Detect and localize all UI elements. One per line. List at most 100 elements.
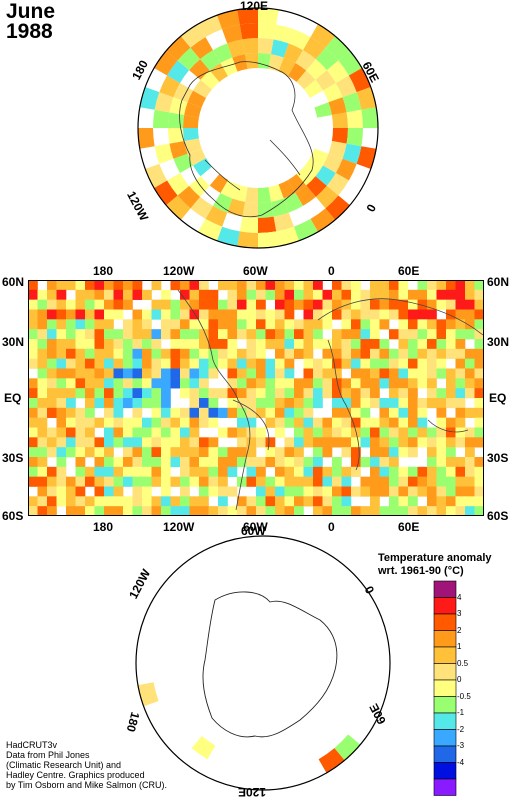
world-map-border	[28, 280, 484, 516]
anomaly-cell	[232, 54, 248, 72]
anomaly-cell	[151, 417, 162, 428]
anomaly-cell	[332, 476, 342, 487]
anomaly-cell	[37, 348, 48, 359]
anomaly-cell	[389, 457, 399, 468]
credit-line-4: by Tim Osborn and Mike Salmon (CRU).	[6, 780, 168, 790]
anomaly-cell	[265, 486, 276, 497]
anomaly-cell	[303, 407, 314, 418]
anomaly-cell	[341, 348, 352, 359]
anomaly-cell	[408, 398, 418, 409]
anomaly-cell	[284, 329, 295, 340]
anomaly-cell	[258, 231, 279, 248]
anomaly-cell	[315, 165, 336, 186]
anomaly-cell	[284, 289, 295, 300]
anomaly-cell	[276, 226, 299, 247]
anomaly-cell	[189, 457, 200, 468]
anomaly-cell	[184, 102, 202, 118]
anomaly-cell	[360, 427, 371, 438]
anomaly-cell	[180, 457, 190, 468]
anomaly-cell	[313, 437, 323, 448]
anomaly-cell	[284, 339, 295, 350]
anomaly-cell	[465, 280, 475, 291]
anomaly-cell	[258, 23, 277, 40]
anomaly-cell	[341, 388, 352, 399]
anomaly-cell	[142, 476, 152, 487]
anomaly-cell	[332, 309, 342, 320]
anomaly-cell	[94, 476, 105, 487]
anomaly-cell	[332, 398, 342, 409]
anomaly-cell	[47, 506, 57, 516]
anomaly-cell	[94, 339, 105, 350]
anomaly-cell	[166, 36, 191, 61]
world-top-lon-1: 120W	[163, 264, 195, 278]
anomaly-cell	[436, 476, 447, 487]
anomaly-cell	[313, 486, 323, 497]
anomaly-cell	[370, 398, 380, 409]
anomaly-cell	[360, 348, 371, 359]
anomaly-cell	[208, 476, 219, 487]
anomaly-cell	[85, 388, 95, 399]
anomaly-cell	[104, 457, 114, 468]
anomaly-cell	[75, 437, 86, 448]
anomaly-cell	[132, 506, 143, 516]
anomaly-cell	[85, 339, 95, 350]
anomaly-cell	[142, 319, 152, 330]
anomaly-cell	[455, 378, 466, 389]
anomaly-cell	[296, 166, 316, 186]
anomaly-cell	[427, 466, 437, 477]
anomaly-cell	[294, 437, 304, 448]
anomaly-cell	[408, 368, 418, 379]
anomaly-cell	[427, 486, 437, 497]
anomaly-cell	[455, 368, 466, 379]
anomaly-cell	[85, 506, 95, 516]
anomaly-cell	[455, 476, 466, 487]
anomaly-cell	[474, 398, 484, 409]
anomaly-cell	[220, 57, 238, 76]
anomaly-cell	[246, 407, 257, 418]
anomaly-cell	[208, 368, 219, 379]
anomaly-cell	[341, 407, 352, 418]
anomaly-cell	[75, 309, 86, 320]
anomaly-cell	[170, 417, 181, 428]
anomaly-cell	[265, 339, 276, 350]
anomaly-cell	[303, 388, 314, 399]
anomaly-cell	[446, 506, 456, 516]
world-bottom-lon-2: 60W	[243, 520, 268, 534]
anomaly-cell	[75, 348, 86, 359]
anomaly-cell	[256, 466, 266, 477]
anomaly-cell	[341, 427, 352, 438]
anomaly-cell	[360, 437, 371, 448]
anomaly-cell	[256, 348, 266, 359]
anomaly-cell	[246, 299, 257, 310]
anomaly-cell	[56, 457, 67, 468]
anomaly-cell	[427, 289, 437, 300]
anomaly-cell	[417, 407, 428, 418]
anomaly-cell	[237, 309, 247, 320]
anomaly-cell	[161, 457, 171, 468]
anomaly-cell	[104, 427, 114, 438]
anomaly-cell	[474, 280, 484, 291]
anomaly-cell	[193, 79, 212, 98]
anomaly-cell	[258, 52, 271, 69]
anomaly-cell	[113, 299, 124, 310]
anomaly-cell	[360, 457, 371, 468]
anomaly-cell	[151, 299, 162, 310]
anomaly-cell	[370, 358, 380, 369]
anomaly-cell	[85, 476, 95, 487]
anomaly-cell	[180, 427, 190, 438]
legend-label: -3	[457, 741, 465, 750]
anomaly-cell	[199, 447, 209, 458]
anomaly-cell	[199, 378, 209, 389]
anomaly-cell	[28, 378, 38, 389]
anomaly-cell	[275, 388, 285, 399]
anomaly-cell	[379, 407, 390, 418]
antarctica-coastline	[202, 591, 338, 738]
legend-title: Temperature anomaly	[378, 552, 492, 564]
anomaly-cell	[446, 447, 456, 458]
anomaly-cell	[85, 319, 95, 330]
anomaly-cell	[351, 299, 361, 310]
legend-swatch	[433, 613, 457, 631]
anomaly-cell	[180, 299, 190, 310]
anomaly-cell	[398, 486, 409, 497]
anomaly-cell	[199, 457, 209, 468]
